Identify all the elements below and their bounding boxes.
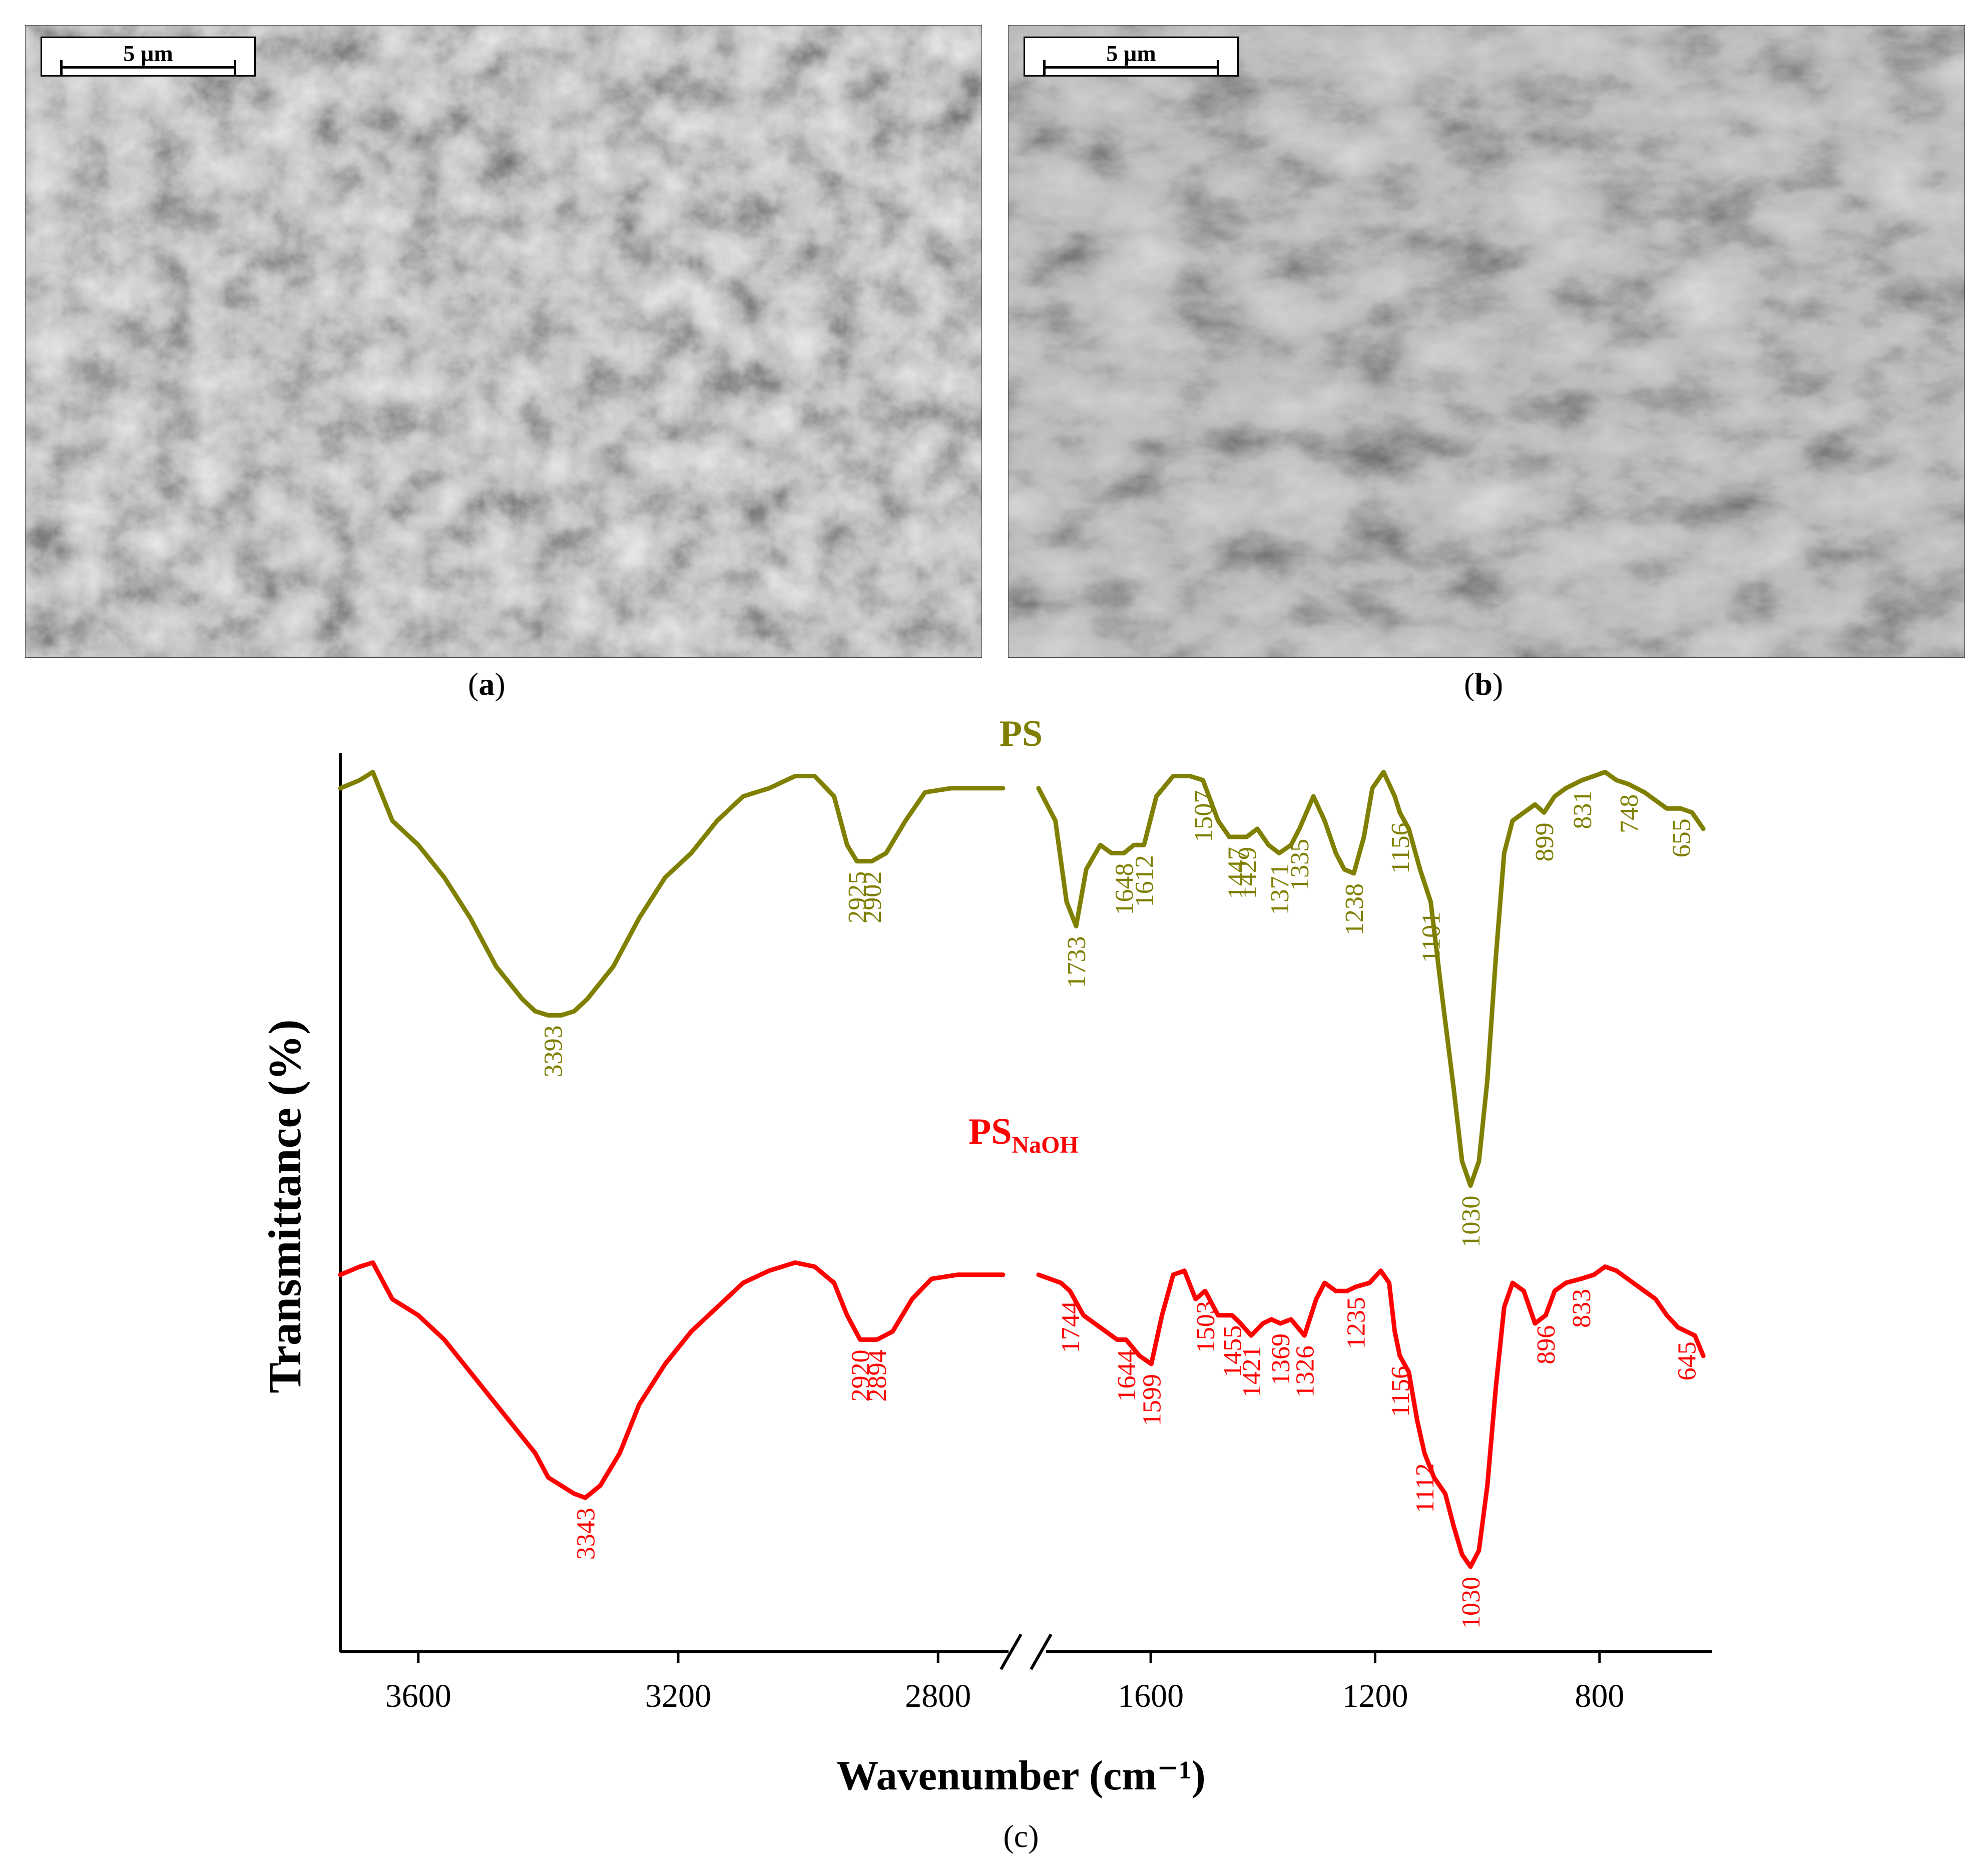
scale-bar-label-a: 5 µm: [123, 41, 173, 66]
peak-label-ps-naoh-1369: 1369: [1267, 1333, 1295, 1385]
series-label-ps: PS: [1000, 713, 1043, 754]
scale-bar-tick-right-b: [1217, 60, 1219, 75]
peak-label-ps-1648: 1648: [1110, 863, 1139, 915]
scale-bar-line-a: [61, 66, 235, 69]
peak-label-ps-naoh-2920: 2920: [847, 1349, 875, 1402]
peak-label-ps-naoh-1503: 1503: [1192, 1301, 1220, 1353]
peak-label-ps-748: 748: [1615, 794, 1644, 833]
x-tick-label: 3600: [385, 1678, 451, 1714]
peak-label-ps-1030: 1030: [1457, 1196, 1485, 1248]
scale-bar-tick-left-a: [60, 60, 63, 75]
peak-label-ps-1101: 1101: [1417, 912, 1446, 963]
series-line-ps-right: [1036, 769, 1706, 1188]
sem-texture-a: [26, 26, 981, 657]
x-tick-label: 1600: [1118, 1678, 1184, 1714]
peak-label-ps-naoh-3343: 3343: [572, 1508, 600, 1560]
peak-label-ps-1733: 1733: [1063, 936, 1091, 988]
scale-bar-a: 5 µm: [41, 37, 256, 77]
peak-label-ps-1429: 1429: [1233, 847, 1262, 899]
series-line-ps-naoh-left: [338, 1260, 1006, 1500]
peak-label-ps-3393: 3393: [540, 1025, 568, 1077]
panel-label-b: (b): [1464, 666, 1504, 702]
x-tick-label: 3200: [645, 1678, 711, 1714]
peak-label-ps-1238: 1238: [1340, 883, 1369, 936]
peak-label-ps-naoh-1455: 1455: [1219, 1325, 1247, 1377]
x-axis-label: Wavenumber (cm⁻¹): [836, 1752, 1206, 1799]
sem-image-a: 5 µm: [25, 25, 982, 658]
peak-label-ps-1612: 1612: [1131, 855, 1159, 907]
peak-label-ps-655: 655: [1667, 818, 1696, 857]
peak-label-ps-831: 831: [1569, 790, 1597, 829]
peak-label-ps-naoh-1421: 1421: [1238, 1345, 1266, 1398]
peak-label-ps-1335: 1335: [1286, 839, 1314, 891]
peak-label-ps-naoh-1326: 1326: [1291, 1345, 1319, 1398]
series-line-ps-left: [338, 769, 1006, 1018]
scale-bar-tick-left-b: [1043, 60, 1046, 75]
peak-label-ps-naoh-1156: 1156: [1386, 1366, 1415, 1417]
scale-bar-tick-right-a: [234, 60, 236, 75]
sem-texture-b: [1009, 26, 1964, 657]
series-line-ps-naoh-right: [1036, 1264, 1706, 1569]
axis-break-mark-1: [1000, 1633, 1023, 1670]
scale-bar-b: 5 µm: [1024, 37, 1239, 77]
peak-label-ps-naoh-1599: 1599: [1138, 1374, 1166, 1426]
peak-label-ps-1371: 1371: [1266, 863, 1294, 915]
peak-label-ps-naoh-896: 896: [1532, 1325, 1561, 1364]
peak-label-ps-naoh-1644: 1644: [1113, 1349, 1141, 1402]
peak-label-ps-1447: 1447: [1223, 847, 1252, 899]
sem-image-b: 5 µm: [1008, 25, 1965, 658]
scale-bar-label-b: 5 µm: [1106, 41, 1156, 66]
peak-label-ps-naoh-645: 645: [1673, 1341, 1702, 1380]
series-label-ps-naoh: PSNaOH: [968, 1111, 1079, 1158]
peak-label-ps-naoh-1235: 1235: [1342, 1297, 1370, 1349]
peak-label-ps-2902: 2902: [858, 871, 887, 923]
peak-label-ps-naoh-1744: 1744: [1057, 1301, 1085, 1353]
peak-label-ps-naoh-1112: 1112: [1411, 1463, 1439, 1513]
y-axis-label: Transmittance (%): [259, 1020, 310, 1393]
x-tick-label: 800: [1575, 1678, 1624, 1714]
peak-label-ps-899: 899: [1531, 822, 1559, 861]
peak-label-ps-1507: 1507: [1189, 790, 1218, 842]
peak-label-ps-2925: 2925: [843, 871, 872, 923]
scale-bar-line-b: [1044, 66, 1218, 69]
axis-break-mark-2: [1030, 1633, 1053, 1670]
panel-label-c: (c): [1003, 1818, 1039, 1854]
x-tick-label: 2800: [905, 1678, 971, 1714]
peak-label-ps-naoh-1030: 1030: [1457, 1577, 1485, 1629]
x-tick-label: 1200: [1342, 1678, 1408, 1714]
peak-label-ps-1156: 1156: [1386, 822, 1415, 873]
peak-label-ps-naoh-833: 833: [1568, 1289, 1596, 1328]
panel-label-a: (a): [468, 666, 506, 702]
peak-label-ps-naoh-2894: 2894: [863, 1349, 892, 1402]
